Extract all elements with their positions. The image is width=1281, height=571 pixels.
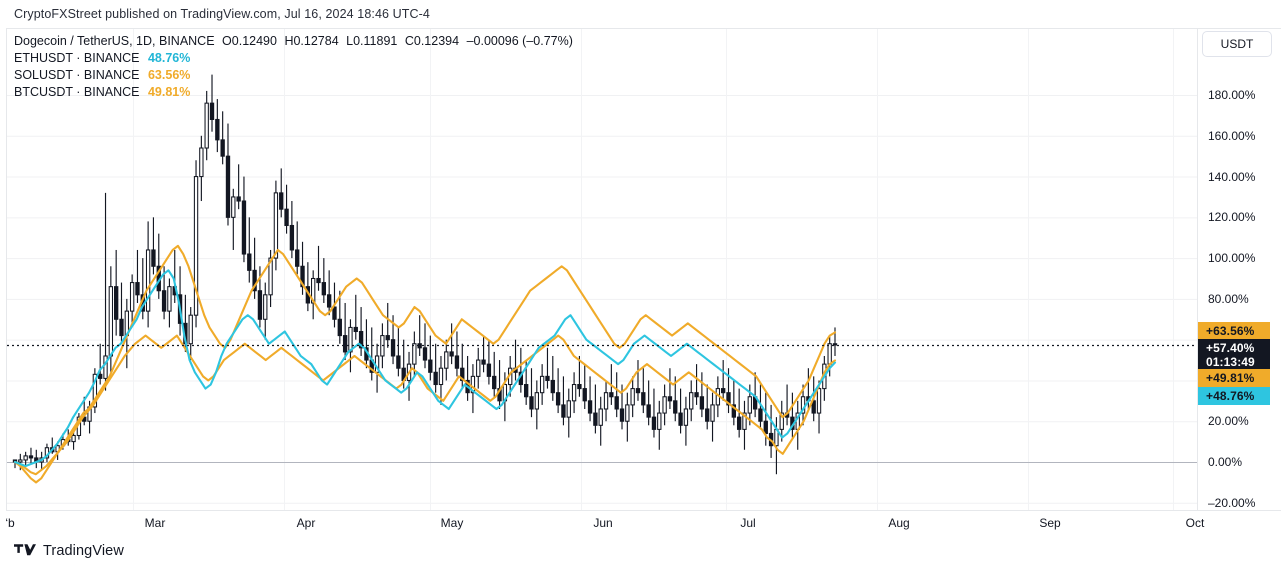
time-label-jul: Jul bbox=[740, 516, 756, 530]
legend-high: H0.12784 bbox=[284, 34, 339, 48]
time-label-mar: Mar bbox=[144, 516, 166, 530]
legend-eth-value: 48.76% bbox=[147, 51, 191, 65]
tradingview-logo-icon bbox=[14, 544, 36, 556]
price-badge-main-countdown: 01:13:49 bbox=[1206, 355, 1255, 369]
legend-sol-symbol[interactable]: SOLUSDT · BINANCE bbox=[14, 68, 140, 82]
time-scale[interactable]: ‘b Mar Apr May Jun Jul Aug Sep Oct bbox=[5, 510, 1281, 538]
time-label-sep: Sep bbox=[1039, 516, 1061, 530]
price-badge-btc: +49.81% bbox=[1198, 369, 1270, 387]
price-tick-100: 100.00% bbox=[1208, 251, 1256, 266]
chart-canvas bbox=[7, 29, 1197, 510]
price-tick-160: 160.00% bbox=[1208, 128, 1256, 143]
chart-frame bbox=[6, 28, 1281, 510]
comparison-line-series bbox=[13, 244, 837, 484]
legend-row-main[interactable]: Dogecoin / TetherUS, 1D, BINANCE O0.1249… bbox=[14, 33, 573, 50]
legend-sol-value: 63.56% bbox=[147, 68, 191, 82]
time-label-apr: Apr bbox=[296, 516, 316, 530]
price-badge-sol: +63.56% bbox=[1198, 322, 1270, 340]
legend-btc-value: 49.81% bbox=[147, 85, 191, 99]
candlestick-series-doge bbox=[12, 74, 838, 475]
legend-open: O0.12490 bbox=[222, 34, 277, 48]
price-tick-120: 120.00% bbox=[1208, 210, 1256, 225]
time-label-jun: Jun bbox=[593, 516, 613, 530]
legend-btc-symbol[interactable]: BTCUSDT · BINANCE bbox=[14, 85, 140, 99]
price-tick-20: 20.00% bbox=[1208, 414, 1249, 429]
chart-legend[interactable]: Dogecoin / TetherUS, 1D, BINANCE O0.1249… bbox=[14, 33, 573, 101]
price-badge-eth: +48.76% bbox=[1198, 387, 1270, 405]
price-tick-80: 80.00% bbox=[1208, 291, 1249, 306]
legend-main-symbol[interactable]: Dogecoin / TetherUS, 1D, BINANCE bbox=[14, 34, 215, 48]
legend-row-btc[interactable]: BTCUSDT · BINANCE 49.81% bbox=[14, 84, 573, 101]
legend-row-eth[interactable]: ETHUSDT · BINANCE 48.76% bbox=[14, 50, 573, 67]
time-label-aug: Aug bbox=[888, 516, 910, 530]
chart-plot-area[interactable] bbox=[7, 29, 1197, 510]
legend-low: L0.11891 bbox=[346, 34, 398, 48]
grid-lines bbox=[7, 95, 1197, 504]
currency-unit-pill[interactable]: USDT bbox=[1202, 31, 1272, 57]
legend-change: –0.00096 (–0.77%) bbox=[466, 34, 573, 48]
legend-row-sol[interactable]: SOLUSDT · BINANCE 63.56% bbox=[14, 67, 573, 84]
attribution-text: CryptoFXStreet published on TradingView.… bbox=[14, 7, 430, 21]
footer: TradingView bbox=[14, 543, 124, 559]
price-tick-0: 0.00% bbox=[1208, 455, 1243, 469]
price-badge-main: +57.40% 01:13:49 bbox=[1198, 339, 1270, 369]
vertical-grid-lines bbox=[133, 29, 1174, 510]
time-label-may: May bbox=[440, 516, 464, 530]
price-scale[interactable]: 180.00% 160.00% 140.00% 120.00% 100.00% 80.00… bbox=[1197, 29, 1281, 510]
time-label-oct: Oct bbox=[1185, 516, 1205, 530]
price-tick-180: 180.00% bbox=[1208, 88, 1256, 102]
price-tick--20: –20.00% bbox=[1208, 495, 1256, 510]
time-label-b: ‘b bbox=[5, 516, 15, 530]
legend-eth-symbol[interactable]: ETHUSDT · BINANCE bbox=[14, 51, 140, 65]
price-badge-main-value: +57.40% bbox=[1206, 341, 1255, 355]
price-tick-140: 140.00% bbox=[1208, 169, 1256, 184]
tradingview-brand-name: TradingView bbox=[43, 543, 124, 559]
legend-close: C0.12394 bbox=[404, 34, 460, 48]
